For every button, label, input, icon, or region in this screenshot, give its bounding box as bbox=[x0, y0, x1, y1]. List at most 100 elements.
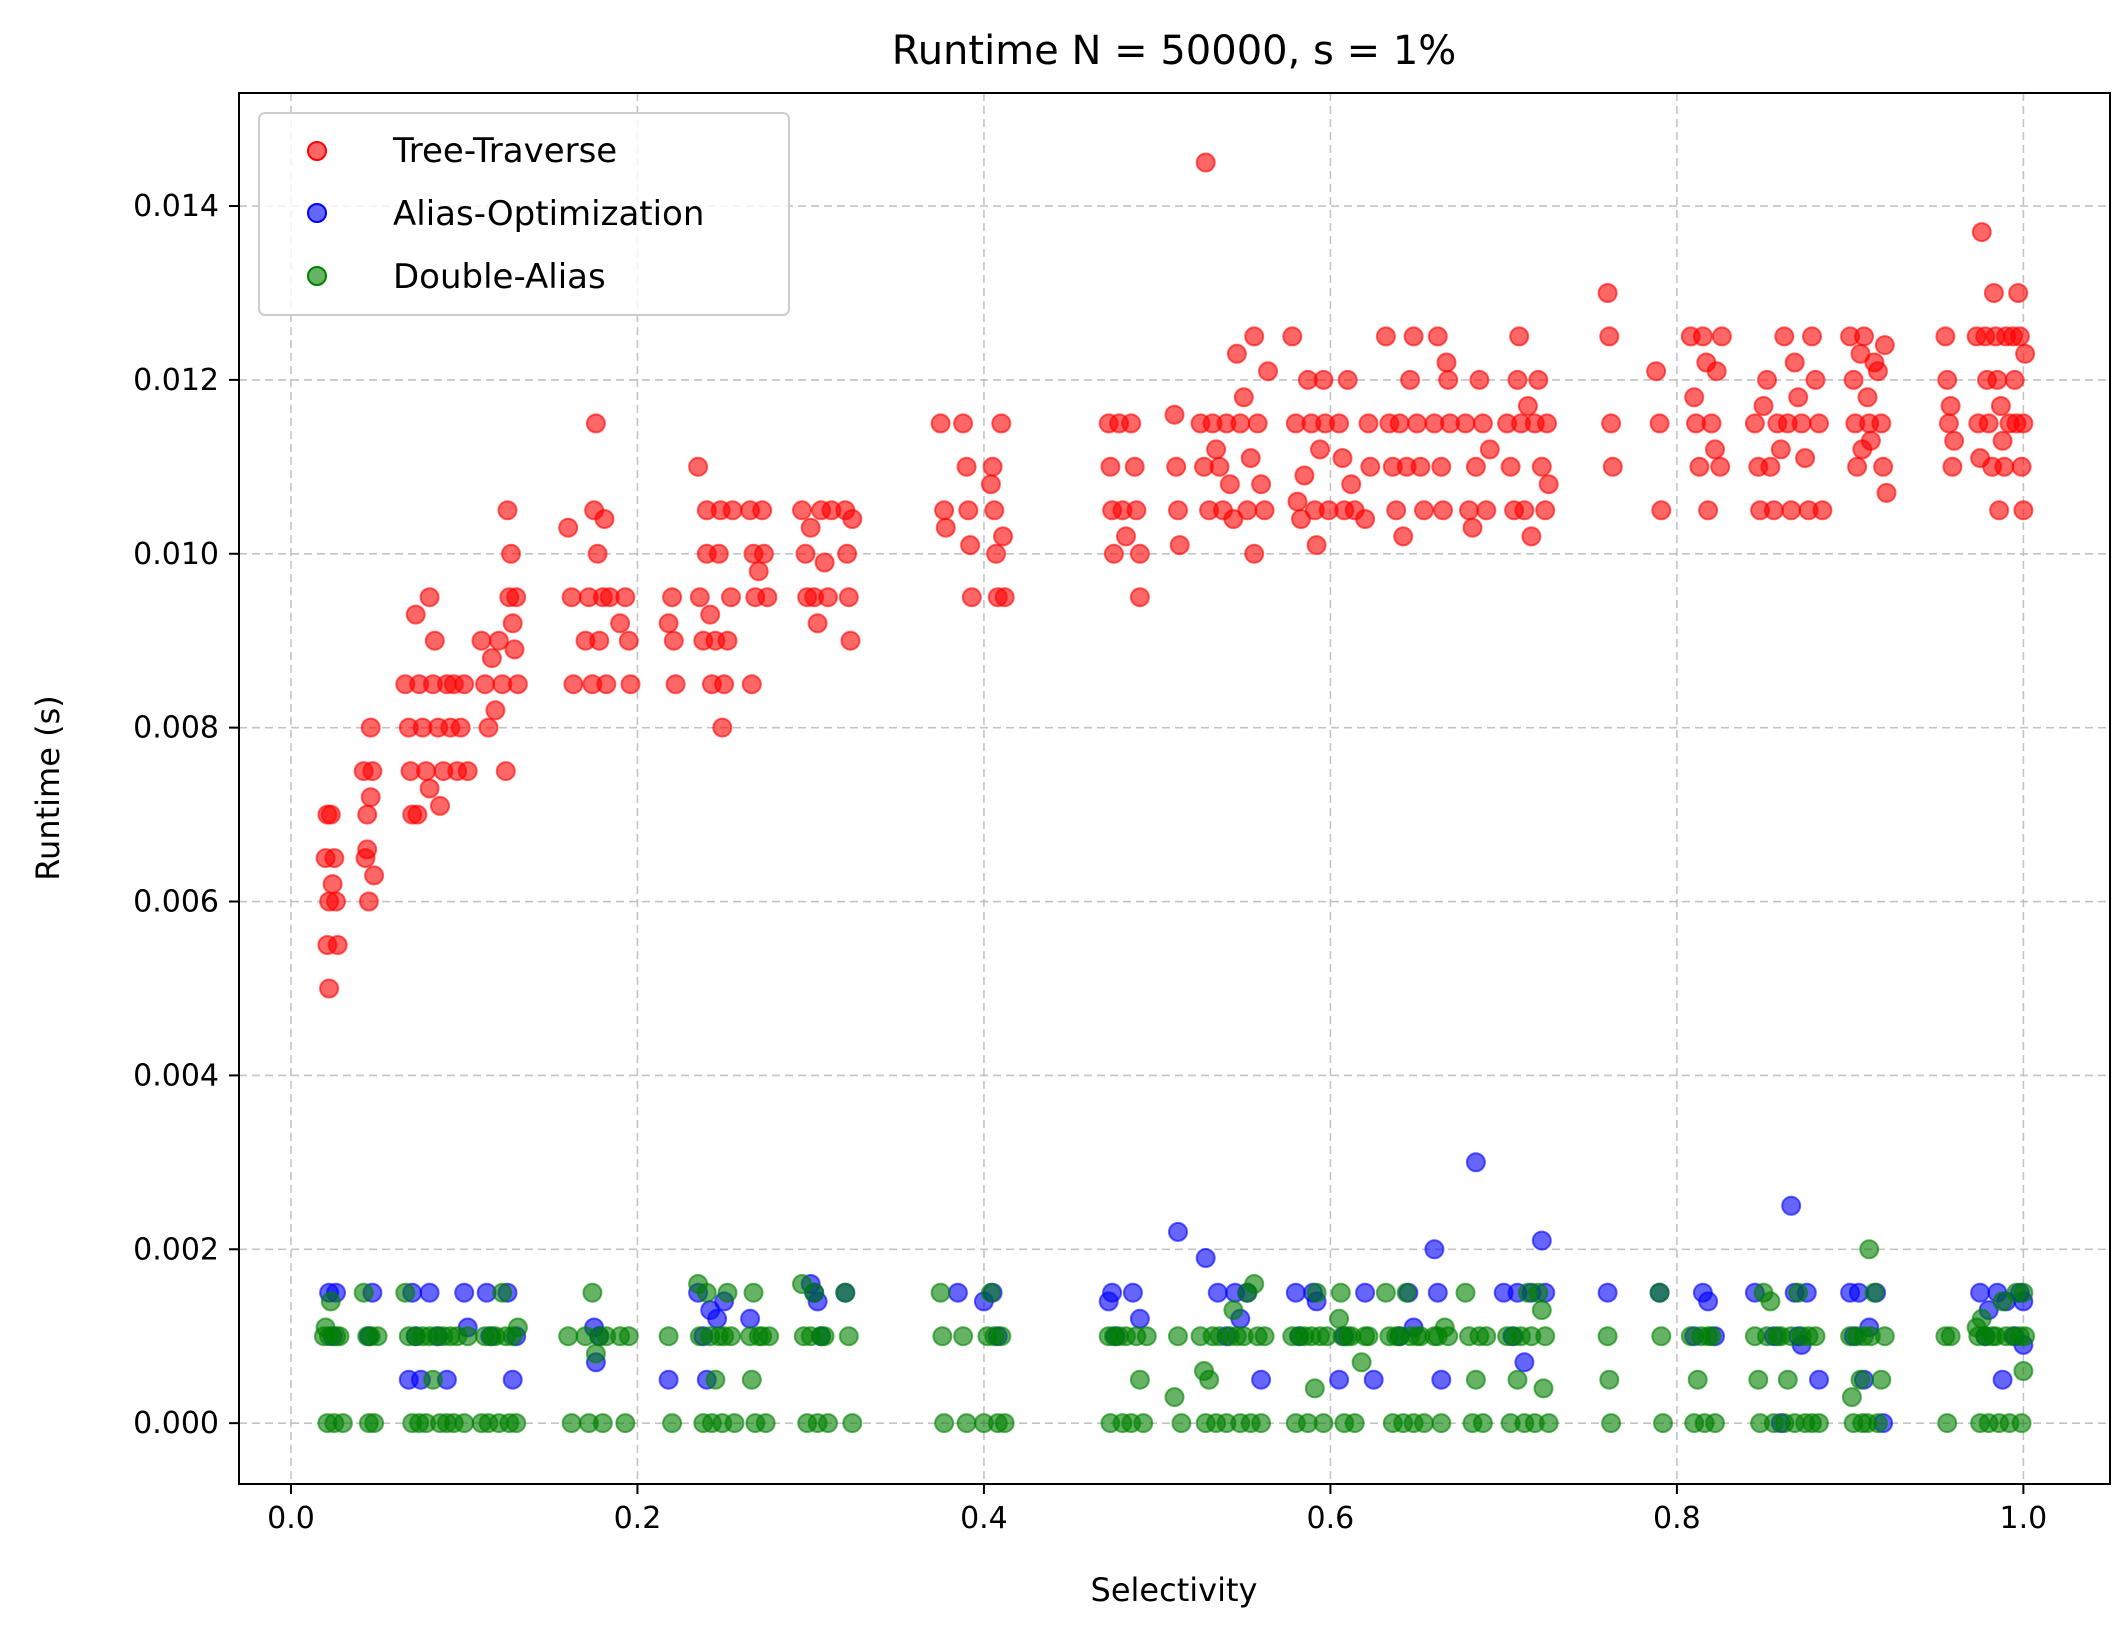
data-point bbox=[2011, 1413, 2032, 1434]
data-point bbox=[934, 1413, 955, 1434]
data-point bbox=[1285, 1282, 1306, 1303]
data-point bbox=[1777, 1369, 1798, 1390]
data-point bbox=[457, 761, 478, 782]
data-point bbox=[1760, 1291, 1781, 1312]
data-point bbox=[1237, 500, 1258, 521]
y-axis-label: Runtime (s) bbox=[29, 695, 67, 880]
data-point bbox=[2013, 500, 2034, 521]
data-point bbox=[475, 674, 495, 695]
data-point bbox=[1770, 439, 1791, 460]
data-point bbox=[1940, 1326, 1961, 1347]
data-point bbox=[1313, 1413, 1334, 1434]
data-point bbox=[1601, 413, 1622, 434]
data-point bbox=[1871, 1369, 1892, 1390]
data-point bbox=[1199, 1369, 1220, 1390]
data-point bbox=[1375, 1282, 1396, 1303]
data-point bbox=[960, 535, 981, 556]
data-point bbox=[419, 778, 440, 799]
data-point bbox=[1438, 369, 1459, 390]
data-point bbox=[504, 639, 525, 660]
data-point bbox=[994, 587, 1015, 608]
data-point bbox=[1164, 1387, 1185, 1408]
data-point bbox=[1537, 413, 1557, 434]
data-point bbox=[358, 891, 379, 912]
data-point bbox=[367, 1326, 388, 1347]
data-point bbox=[1689, 456, 1710, 477]
data-point bbox=[956, 1413, 977, 1434]
data-point bbox=[1427, 1282, 1448, 1303]
data-point bbox=[1251, 1413, 1272, 1434]
data-point bbox=[1597, 1326, 1618, 1347]
data-point bbox=[1701, 413, 1722, 434]
data-point bbox=[1970, 1282, 1991, 1303]
data-point bbox=[1646, 361, 1667, 382]
data-point bbox=[1528, 369, 1549, 390]
data-point bbox=[1533, 1378, 1554, 1399]
data-point bbox=[956, 456, 977, 477]
data-point bbox=[689, 587, 710, 608]
data-point bbox=[953, 1326, 974, 1347]
y-tick-label: 0.014 bbox=[133, 189, 219, 224]
data-point bbox=[1684, 387, 1705, 408]
data-point bbox=[1871, 413, 1892, 434]
data-point bbox=[1514, 1352, 1535, 1373]
data-point bbox=[317, 804, 338, 825]
data-point bbox=[696, 1282, 717, 1303]
data-point bbox=[688, 456, 709, 477]
data-point bbox=[1874, 1326, 1895, 1347]
data-point bbox=[1873, 456, 1894, 477]
data-point bbox=[1304, 1378, 1325, 1399]
data-point bbox=[1469, 369, 1490, 390]
data-point bbox=[1942, 456, 1963, 477]
data-point bbox=[1788, 1282, 1809, 1303]
data-point bbox=[1509, 326, 1530, 347]
data-point bbox=[364, 865, 385, 886]
data-point bbox=[1136, 1326, 1157, 1347]
data-point bbox=[1651, 500, 1672, 521]
data-point bbox=[1760, 456, 1781, 477]
data-point bbox=[502, 1369, 523, 1390]
data-point bbox=[721, 1326, 741, 1347]
data-point bbox=[741, 1369, 762, 1390]
data-point bbox=[980, 1282, 1001, 1303]
data-point bbox=[589, 630, 610, 651]
data-point bbox=[1287, 491, 1308, 512]
x-axis-label: Selectivity bbox=[1091, 1571, 1258, 1609]
data-point bbox=[1103, 543, 1124, 564]
data-point bbox=[714, 674, 735, 695]
data-point bbox=[1330, 1282, 1351, 1303]
data-point bbox=[360, 717, 381, 738]
data-point bbox=[506, 1413, 527, 1434]
data-point bbox=[1938, 413, 1959, 434]
data-point bbox=[1282, 326, 1303, 347]
data-point bbox=[1455, 413, 1476, 434]
data-point bbox=[991, 413, 1012, 434]
data-point bbox=[1244, 543, 1265, 564]
data-point bbox=[1476, 1326, 1497, 1347]
data-point bbox=[1850, 1369, 1871, 1390]
data-point bbox=[1355, 509, 1376, 529]
data-point bbox=[1360, 456, 1381, 477]
data-point bbox=[1698, 500, 1719, 521]
data-point bbox=[507, 674, 528, 695]
data-point bbox=[712, 717, 733, 738]
data-point bbox=[1784, 352, 1805, 373]
data-point bbox=[326, 891, 346, 912]
legend-box bbox=[258, 112, 790, 316]
data-point bbox=[1195, 152, 1216, 173]
data-point bbox=[1507, 1369, 1528, 1390]
data-point bbox=[838, 1326, 859, 1347]
data-point bbox=[582, 1282, 603, 1303]
data-point bbox=[423, 1369, 443, 1390]
data-point bbox=[1521, 526, 1542, 547]
data-point bbox=[1649, 413, 1670, 434]
data-point bbox=[984, 500, 1005, 521]
data-point bbox=[618, 630, 639, 651]
data-point bbox=[1599, 326, 1620, 347]
data-point bbox=[1355, 1282, 1376, 1303]
data-point bbox=[980, 474, 1001, 495]
data-point bbox=[1462, 517, 1483, 538]
data-point bbox=[1744, 413, 1765, 434]
data-point bbox=[1531, 1300, 1552, 1321]
data-point bbox=[1431, 456, 1452, 477]
